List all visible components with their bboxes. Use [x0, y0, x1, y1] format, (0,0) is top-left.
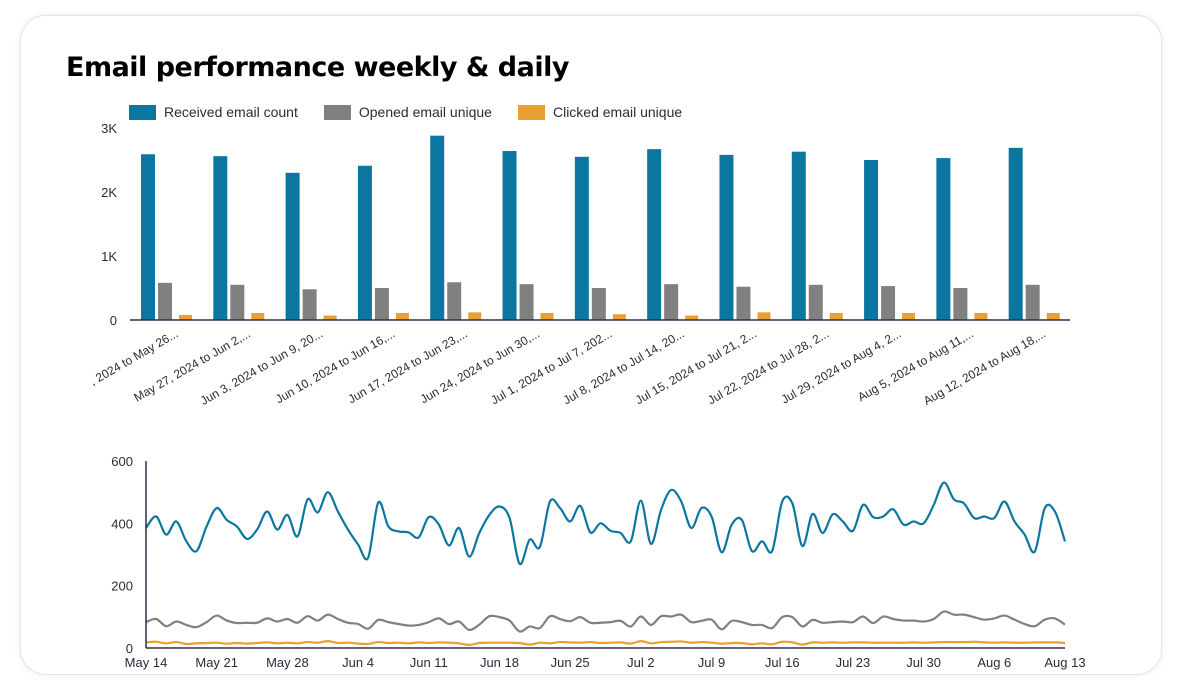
legend-swatch: [129, 104, 156, 120]
bar-opened[interactable]: [591, 288, 606, 320]
x-tick-label: Aug 5, 2024 to Aug 11,...: [855, 326, 976, 404]
bar-opened[interactable]: [881, 286, 896, 320]
bar-clicked[interactable]: [179, 314, 192, 320]
bar-clicked[interactable]: [974, 312, 988, 320]
y-tick-label: 3K: [101, 121, 117, 136]
legend-item-opened[interactable]: Opened email unique: [323, 104, 492, 120]
bar-received[interactable]: [864, 160, 879, 320]
y-tick-label: 1K: [101, 249, 117, 264]
bar-clicked[interactable]: [612, 314, 626, 320]
bar-received[interactable]: [141, 154, 155, 320]
x-tick-label: Jul 1, 2024 to Jul 7, 202...: [488, 326, 614, 407]
bar-opened[interactable]: [953, 288, 968, 320]
x-tick-label: Jun 10, 2024 to Jun 16,...: [273, 326, 397, 406]
bar-clicked[interactable]: [757, 312, 771, 320]
bar-clicked[interactable]: [323, 315, 337, 320]
bar-received[interactable]: [502, 151, 517, 320]
x-tick-label: May 27, 2024 to Jun 2,...: [131, 326, 252, 404]
legend-item-received[interactable]: Received email count: [129, 104, 298, 120]
bar-received[interactable]: [1008, 147, 1023, 320]
x-tick-label: Jun 24, 2024 to Jun 30,...: [418, 326, 542, 406]
y-tick-label: 2K: [101, 185, 117, 200]
bar-received[interactable]: [647, 149, 662, 320]
bar-opened[interactable]: [664, 284, 679, 320]
bar-received[interactable]: [357, 165, 372, 320]
bar-clicked[interactable]: [468, 312, 482, 320]
x-tick-label: Aug 12, 2024 to Aug 18,...: [921, 326, 1048, 408]
bar-received[interactable]: [791, 151, 806, 320]
bar-received[interactable]: [936, 158, 951, 320]
legend-label: Clicked email unique: [552, 104, 683, 120]
bar-clicked[interactable]: [540, 312, 554, 320]
bar-received[interactable]: [574, 156, 589, 320]
bar-received[interactable]: [285, 172, 300, 320]
bar-opened[interactable]: [1025, 284, 1040, 320]
bar-received[interactable]: [213, 156, 228, 320]
x-tick-label: Jul 15, 2024 to Jul 21, 2...: [633, 326, 759, 407]
bar-clicked[interactable]: [902, 312, 916, 320]
bar-opened[interactable]: [230, 284, 245, 320]
x-tick-label: Jul 8, 2024 to Jul 14, 20...: [561, 326, 687, 407]
bar-received[interactable]: [430, 135, 445, 320]
x-tick-label: Jul 29, 2024 to Aug 4, 2...: [779, 326, 904, 406]
legend-label: Received email count: [164, 104, 298, 120]
bar-opened[interactable]: [736, 286, 751, 320]
bar-opened[interactable]: [374, 288, 389, 320]
x-tick-label: Jul 22, 2024 to Jul 28, 2...: [705, 326, 831, 407]
x-tick-label: Jun 3, 2024 to Jun 9, 20...: [198, 326, 325, 408]
bar-clicked[interactable]: [395, 312, 409, 320]
bar-clicked[interactable]: [251, 312, 265, 320]
legend-label: Opened email unique: [358, 104, 492, 120]
legend: Received email count Opened email unique…: [129, 104, 682, 120]
bar-opened[interactable]: [302, 289, 317, 320]
bar-clicked[interactable]: [685, 315, 699, 320]
legend-swatch: [323, 104, 351, 120]
bar-opened[interactable]: [447, 282, 462, 320]
bar-opened[interactable]: [519, 284, 534, 320]
page-title: Email performance weekly & daily: [66, 52, 569, 83]
x-tick-label: Jun 17, 2024 to Jun 23,...: [345, 326, 469, 406]
bar-clicked[interactable]: [1046, 312, 1060, 320]
legend-item-clicked[interactable]: Clicked email unique: [517, 104, 683, 120]
y-tick-label: 0: [110, 313, 117, 328]
bar-opened[interactable]: [158, 282, 172, 320]
bar-opened[interactable]: [808, 284, 823, 320]
bar-clicked[interactable]: [829, 312, 843, 320]
legend-swatch: [517, 104, 545, 120]
bar-received[interactable]: [719, 154, 734, 320]
